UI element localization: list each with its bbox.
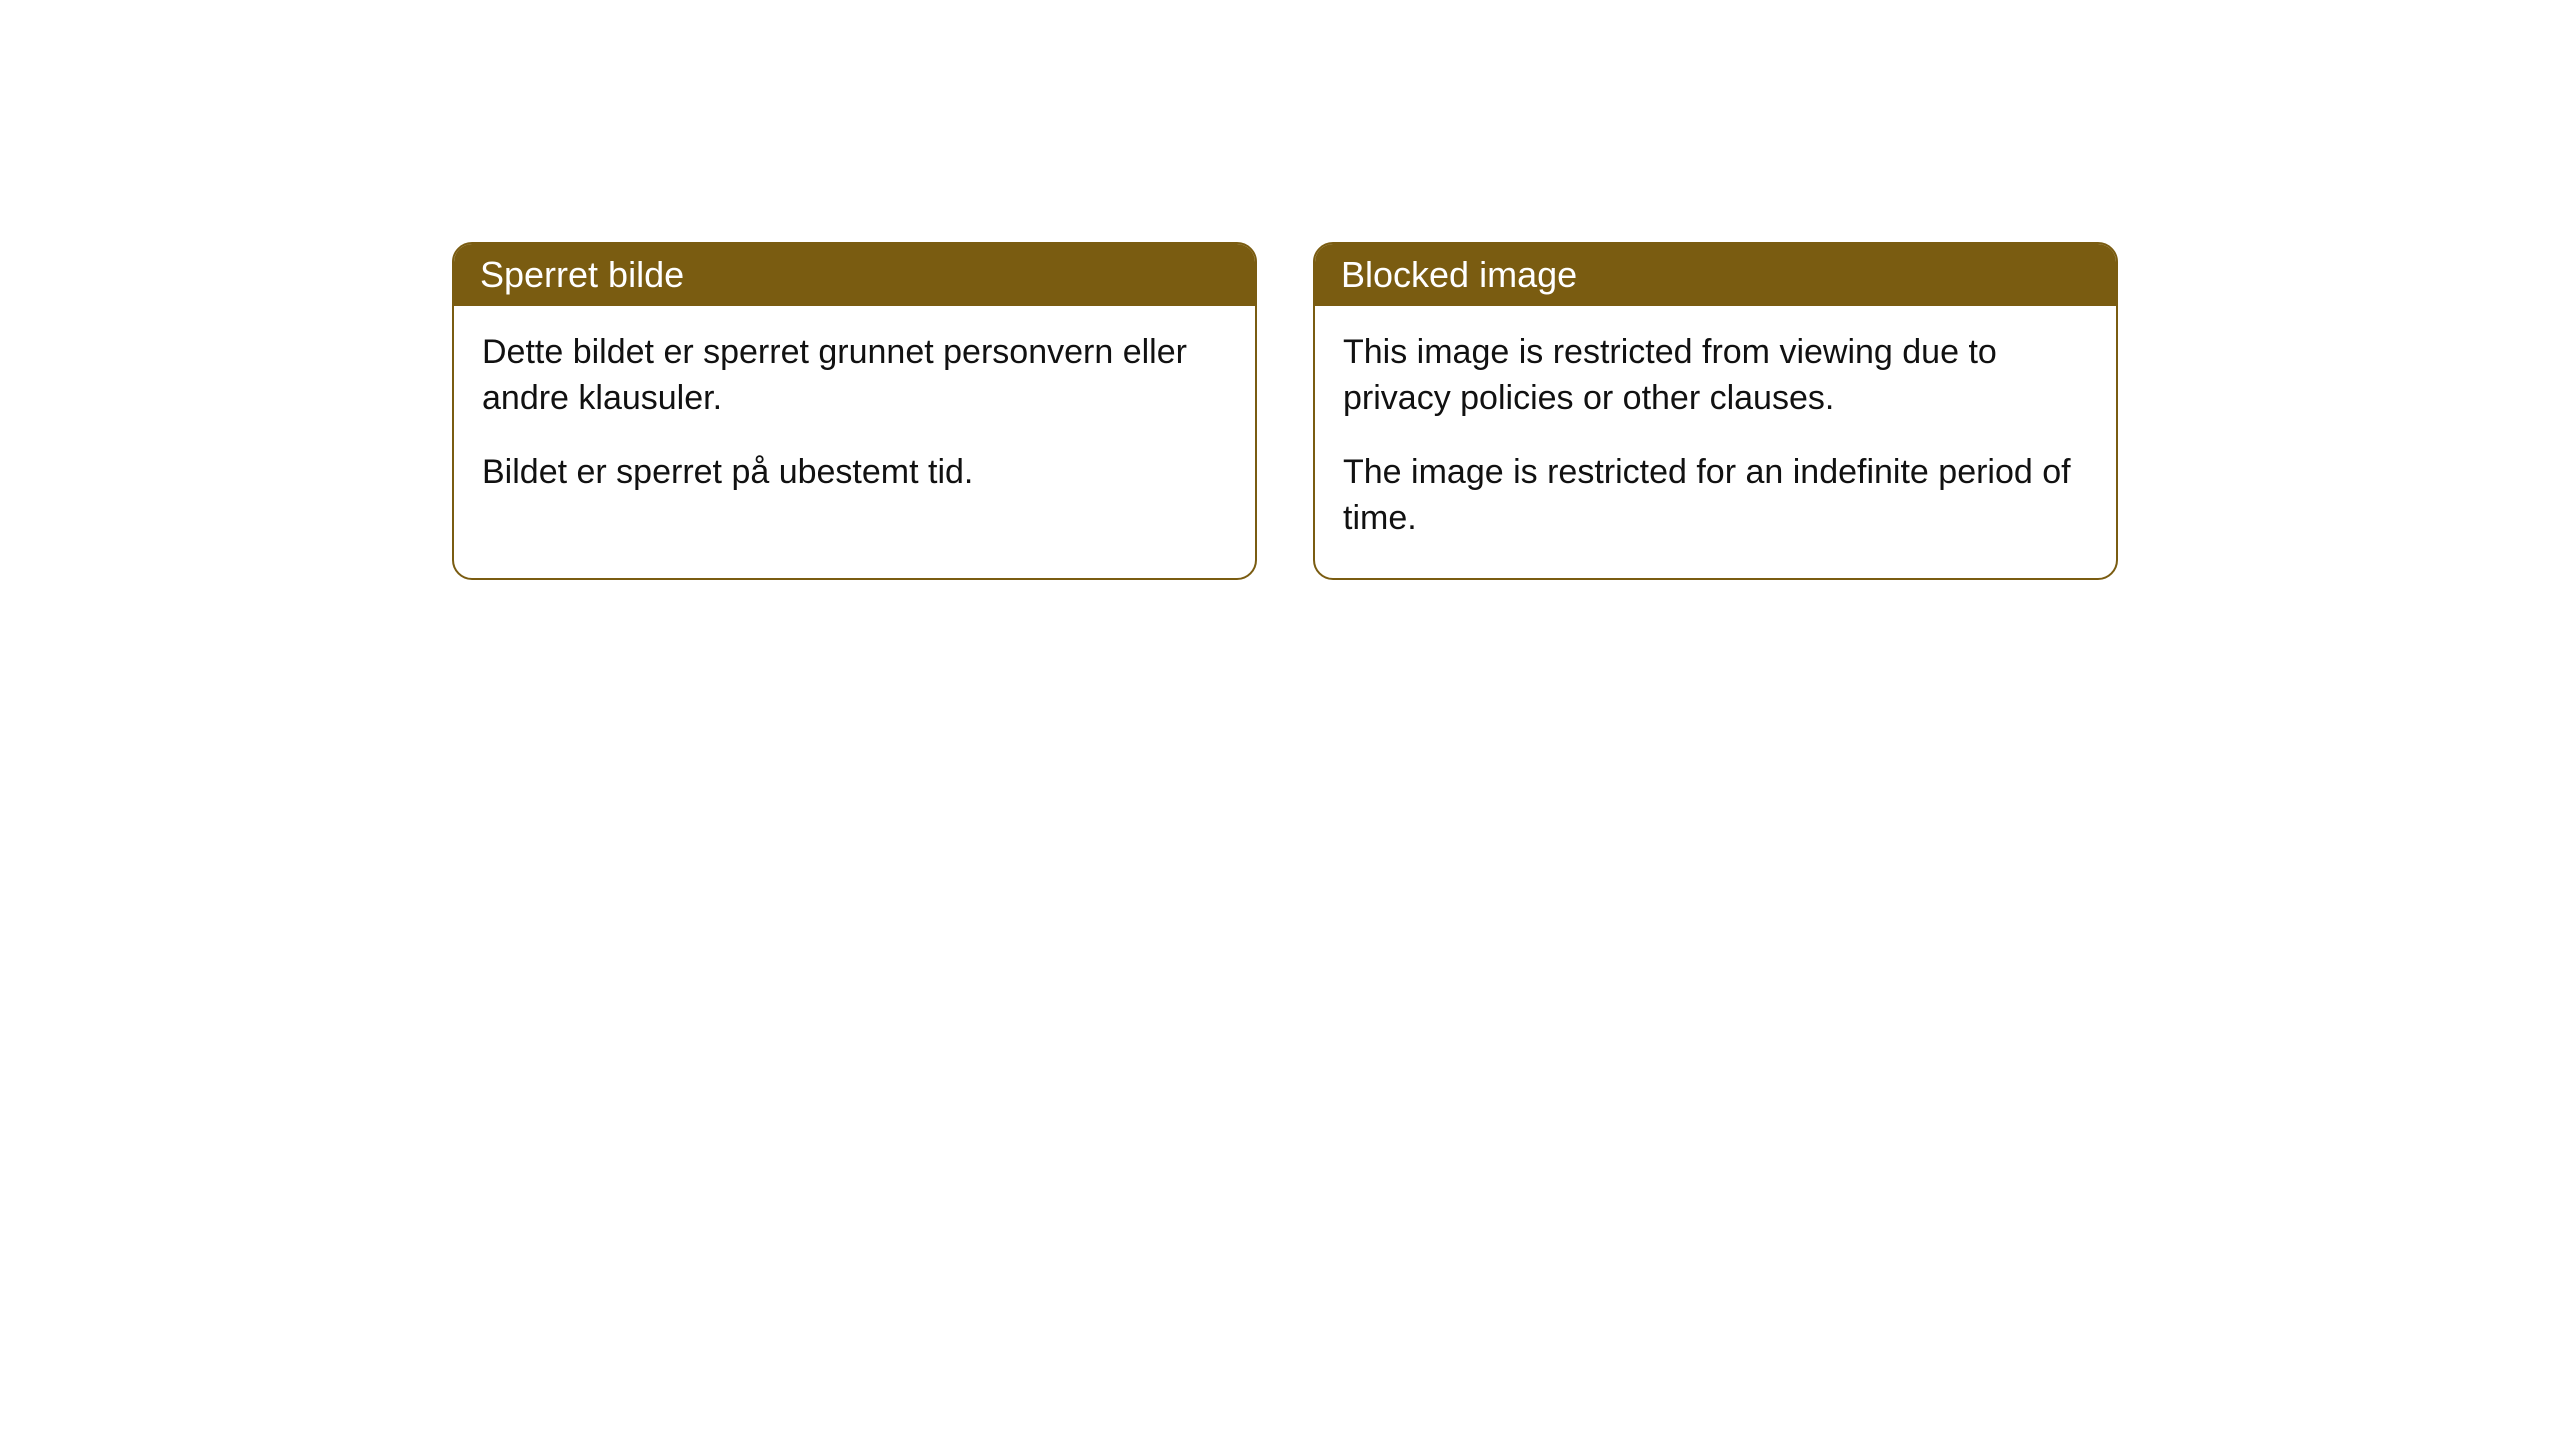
notice-body: This image is restricted from viewing du… — [1315, 306, 2116, 578]
notice-cards-container: Sperret bilde Dette bildet er sperret gr… — [0, 0, 2560, 580]
notice-paragraph: The image is restricted for an indefinit… — [1343, 450, 2088, 542]
notice-header: Blocked image — [1315, 244, 2116, 306]
notice-body: Dette bildet er sperret grunnet personve… — [454, 306, 1255, 532]
notice-card-norwegian: Sperret bilde Dette bildet er sperret gr… — [452, 242, 1257, 580]
notice-card-english: Blocked image This image is restricted f… — [1313, 242, 2118, 580]
notice-paragraph: Dette bildet er sperret grunnet personve… — [482, 330, 1227, 422]
notice-paragraph: This image is restricted from viewing du… — [1343, 330, 2088, 422]
notice-paragraph: Bildet er sperret på ubestemt tid. — [482, 450, 1227, 496]
notice-title: Blocked image — [1341, 254, 1577, 295]
notice-header: Sperret bilde — [454, 244, 1255, 306]
notice-title: Sperret bilde — [480, 254, 684, 295]
